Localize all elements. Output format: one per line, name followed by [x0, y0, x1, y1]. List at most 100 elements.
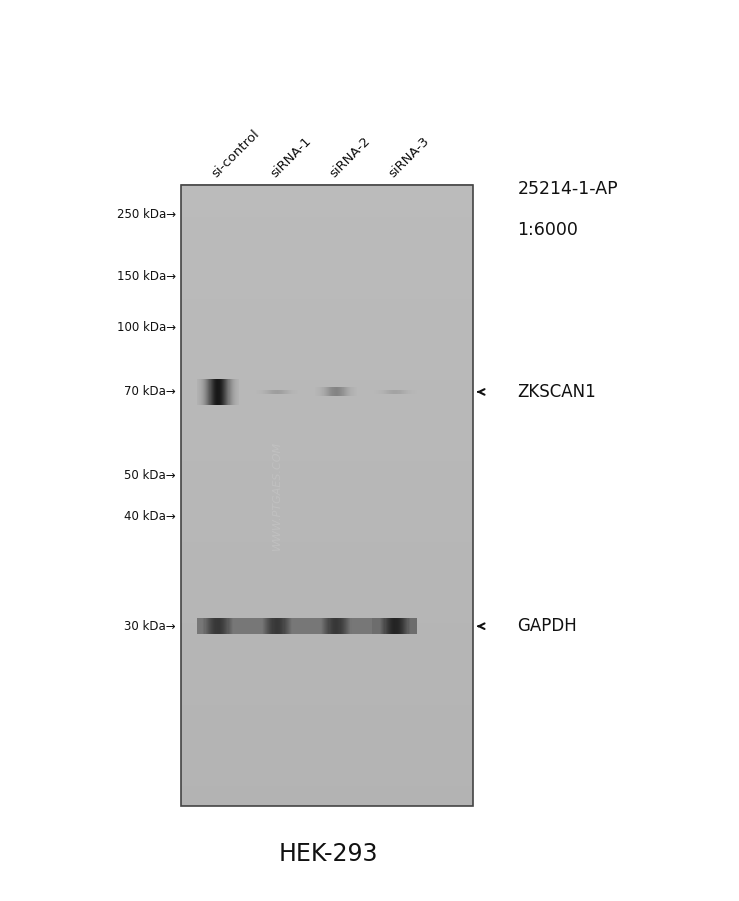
Bar [296, 618, 297, 634]
Bar [341, 618, 342, 634]
Bar [296, 618, 298, 634]
Bar [411, 618, 412, 634]
Bar [332, 618, 333, 634]
Bar [405, 618, 406, 634]
Bar [393, 618, 395, 634]
Bar [208, 618, 209, 634]
Bar [316, 618, 318, 634]
Bar [322, 618, 324, 634]
Bar [225, 618, 227, 634]
Bar [381, 618, 383, 634]
Bar [358, 618, 360, 634]
Bar [346, 618, 347, 634]
Bar [368, 618, 370, 634]
Bar [217, 618, 219, 634]
Bar [291, 618, 293, 634]
Bar [361, 618, 363, 634]
Bar [384, 618, 386, 634]
Bar [273, 618, 275, 634]
Text: 250 kDa→: 250 kDa→ [117, 208, 176, 221]
Bar [323, 618, 324, 634]
Bar [269, 618, 270, 634]
Bar [415, 618, 417, 634]
Bar [356, 618, 358, 634]
Bar [284, 618, 285, 634]
Bar [379, 618, 381, 634]
Bar [401, 618, 402, 634]
Bar [253, 618, 254, 634]
Bar [334, 618, 336, 634]
Bar [201, 618, 202, 634]
Bar [324, 618, 325, 634]
Bar [338, 618, 340, 634]
Text: siRNA-3: siRNA-3 [386, 134, 432, 180]
Bar [294, 618, 296, 634]
Bar [288, 618, 289, 634]
Bar [372, 618, 374, 634]
Bar [388, 618, 389, 634]
Bar [230, 618, 231, 634]
Bar [241, 618, 242, 634]
Bar [357, 618, 358, 634]
Bar [279, 618, 281, 634]
Bar [341, 618, 343, 634]
Bar [262, 618, 263, 634]
Bar [392, 618, 394, 634]
Bar [223, 618, 225, 634]
Bar [375, 618, 377, 634]
Bar [245, 618, 247, 634]
Bar [309, 618, 310, 634]
Bar [377, 618, 378, 634]
Bar [325, 618, 327, 634]
Bar [286, 618, 287, 634]
Bar [235, 618, 236, 634]
Bar [354, 618, 355, 634]
Bar [212, 618, 214, 634]
Bar [243, 618, 245, 634]
Bar [352, 618, 353, 634]
Bar [400, 618, 401, 634]
Bar [373, 618, 375, 634]
Bar [300, 618, 302, 634]
Bar [205, 618, 206, 634]
Bar [205, 618, 207, 634]
Bar [299, 618, 300, 634]
Bar [404, 618, 406, 634]
Bar [293, 618, 295, 634]
Bar [248, 618, 249, 634]
Bar [335, 618, 336, 634]
Bar [224, 618, 225, 634]
Bar [319, 618, 320, 634]
Bar [310, 618, 311, 634]
Bar [264, 618, 265, 634]
Bar [301, 618, 302, 634]
Bar [412, 618, 413, 634]
Bar [200, 618, 202, 634]
Bar [282, 618, 283, 634]
Bar [409, 618, 411, 634]
Bar [318, 618, 319, 634]
Bar [253, 618, 255, 634]
Bar [197, 618, 198, 634]
Text: 50 kDa→: 50 kDa→ [124, 469, 176, 482]
Bar [328, 618, 330, 634]
Bar [339, 618, 341, 634]
Bar [282, 618, 284, 634]
Bar [336, 618, 338, 634]
Bar [292, 618, 293, 634]
Bar [407, 618, 409, 634]
Bar [403, 618, 404, 634]
Bar [355, 618, 356, 634]
Bar [210, 618, 211, 634]
Bar [402, 618, 403, 634]
Bar [214, 618, 216, 634]
Bar [280, 618, 282, 634]
Bar [314, 618, 316, 634]
Bar [369, 618, 370, 634]
Bar [305, 618, 307, 634]
Bar [270, 618, 272, 634]
Bar [259, 618, 261, 634]
Bar [239, 618, 240, 634]
Bar [384, 618, 385, 634]
Bar [307, 618, 309, 634]
